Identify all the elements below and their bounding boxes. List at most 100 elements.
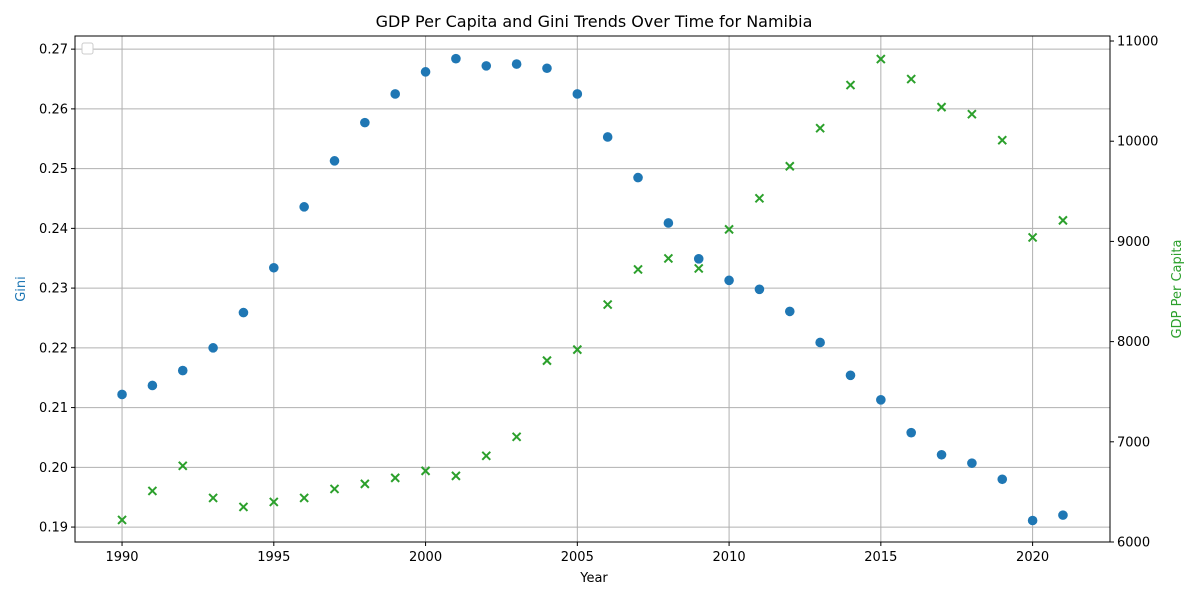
gdp-point-stroke <box>572 344 583 355</box>
legend-box <box>81 42 94 55</box>
x-tick-label: 2000 <box>409 550 442 565</box>
y-left-tick-label: 0.21 <box>39 401 68 416</box>
gini-point <box>602 132 613 142</box>
gini-point <box>511 59 522 69</box>
gini-point <box>420 67 431 77</box>
gdp-point <box>238 502 249 512</box>
gdp-point <box>542 355 552 366</box>
gdp-point-stroke <box>936 102 947 112</box>
gini-point <box>997 474 1008 485</box>
gdp-point <box>876 54 886 64</box>
gdp-point <box>572 344 583 355</box>
gdp-point <box>906 74 916 84</box>
gdp-point <box>299 493 309 503</box>
gdp-point-stroke <box>815 123 825 133</box>
gdp-point-stroke <box>299 493 309 503</box>
gini-point <box>633 172 643 183</box>
y-left-tick-label: 0.24 <box>39 222 68 237</box>
gdp-point-stroke <box>511 432 522 442</box>
gini-point <box>542 63 552 74</box>
gini-point <box>117 389 127 400</box>
gdp-point-stroke <box>542 355 552 366</box>
gdp-point <box>754 193 765 204</box>
gdp-point-stroke <box>208 493 218 503</box>
gdp-point <box>1058 215 1068 226</box>
gdp-point <box>694 263 704 274</box>
gdp-point <box>147 486 158 496</box>
gdp-point-stroke <box>785 161 795 171</box>
gini-point <box>906 427 916 438</box>
gini-point <box>481 61 492 71</box>
gini-point <box>967 458 977 468</box>
gini-point <box>572 89 583 99</box>
gini-point <box>724 275 734 286</box>
gini-point <box>299 202 309 212</box>
y-left-tick-label: 0.19 <box>39 521 68 536</box>
gini-point <box>177 365 188 376</box>
gdp-point-stroke <box>724 224 734 235</box>
gini-point <box>1027 515 1038 526</box>
gdp-point <box>936 102 947 112</box>
gdp-point-stroke <box>238 502 249 512</box>
gdp-point <box>420 466 431 476</box>
gdp-point-stroke <box>1027 232 1038 243</box>
gdp-point <box>633 264 643 275</box>
x-tick-label: 2010 <box>713 550 746 565</box>
x-tick-label: 1995 <box>257 550 290 565</box>
x-tick-label: 2005 <box>561 550 594 565</box>
gdp-point <box>390 473 400 483</box>
y-axis-label-right: GDP Per Capita <box>1170 240 1185 339</box>
gdp-point <box>481 451 491 461</box>
gdp-point-stroke <box>906 74 916 84</box>
gdp-point-stroke <box>663 253 674 264</box>
gdp-point-stroke <box>997 135 1007 145</box>
gini-point <box>238 307 249 318</box>
gdp-point-stroke <box>1058 215 1068 226</box>
x-axis-label: Year <box>579 571 608 586</box>
gdp-point <box>208 493 218 503</box>
gdp-point <box>997 135 1007 145</box>
gdp-point-stroke <box>147 486 158 496</box>
data-points <box>117 53 1068 526</box>
gdp-point <box>815 123 825 133</box>
gdp-point-stroke <box>329 484 340 494</box>
gdp-point <box>1027 232 1038 243</box>
gini-point <box>329 156 340 166</box>
gdp-point <box>269 497 279 507</box>
gdp-point <box>511 432 522 442</box>
y-left-tick-label: 0.26 <box>39 102 68 117</box>
gdp-point-stroke <box>360 479 370 489</box>
axis-ticks: 1990 1995 2000 2005 2010 2015 2020 0.19 0.20 0.21… <box>39 35 1158 565</box>
gdp-point <box>845 80 856 90</box>
gdp-point-stroke <box>602 299 613 310</box>
gini-point <box>876 395 886 405</box>
gini-point <box>360 117 370 128</box>
chart-title: GDP Per Capita and Gini Trends Over Time… <box>376 12 813 31</box>
gini-point <box>663 218 674 228</box>
gdp-point-stroke <box>754 193 765 204</box>
gdp-point-stroke <box>694 263 704 274</box>
gini-point <box>784 306 795 317</box>
gini-point <box>1058 510 1068 520</box>
y-right-tick-label: 7000 <box>1117 435 1150 450</box>
y-right-tick-label: 11000 <box>1117 35 1158 50</box>
gdp-point-stroke <box>876 54 886 64</box>
y-left-tick-label: 0.27 <box>39 43 68 58</box>
gini-point <box>147 380 158 391</box>
y-right-tick-label: 10000 <box>1117 135 1158 150</box>
gini-point <box>815 337 825 348</box>
gdp-point-stroke <box>967 109 977 119</box>
y-left-tick-label: 0.22 <box>39 341 68 356</box>
gdp-point <box>785 161 795 171</box>
y-right-tick-label: 8000 <box>1117 335 1150 350</box>
gdp-point <box>117 515 127 525</box>
gini-point <box>754 284 765 295</box>
gdp-point-stroke <box>633 264 643 275</box>
gini-point <box>208 343 218 353</box>
x-tick-label: 2015 <box>864 550 897 565</box>
gini-point <box>269 262 279 273</box>
x-tick-label: 2020 <box>1016 550 1049 565</box>
gini-point <box>936 449 947 460</box>
gdp-point <box>329 484 340 494</box>
